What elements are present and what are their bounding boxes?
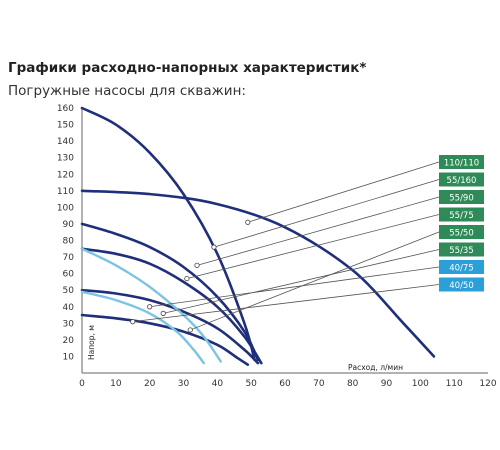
y-tick-label: 30 [63,319,75,329]
series-label: 55/50 [449,228,474,238]
series-marker [245,219,251,225]
x-tick-label: 60 [279,379,291,389]
x-axis-label: Расход, л/мин [348,363,403,372]
y-tick-label: 110 [57,187,74,197]
series-marker [130,319,136,325]
series-curve-55-50 [80,288,260,365]
chart-title: Графики расходно-напорных характеристик* [8,60,367,76]
x-tick-label: 0 [79,379,85,389]
axes: 0 10 20 30 40 50 60 70 80 90 100 110 120 10 20 30 40 50 60… [57,104,497,389]
x-tick-label: 50 [245,379,257,389]
series-label: 55/75 [449,211,474,221]
series-label-box [439,207,484,222]
leader-line [190,231,440,331]
series-curve-40-50 [80,290,205,365]
series-label-box [439,155,484,169]
series-label-box [439,225,484,239]
leader-lines [130,161,440,333]
y-tick-label: 100 [57,203,74,213]
y-tick-label: 120 [57,170,74,180]
x-tick-label: 100 [412,379,429,389]
y-tick-label: 80 [63,237,75,247]
series-marker [184,275,190,282]
leader-line [213,179,440,248]
series-curve-110-110 [80,189,436,358]
leader-line [186,214,440,279]
series-label: 55/35 [449,246,474,256]
leader-line [163,249,440,314]
series-marker [211,244,217,250]
y-tick-label: 60 [63,270,75,280]
x-tick-label: 70 [313,379,325,389]
series-curve-55-90 [80,222,260,362]
x-tick-label: 20 [144,379,156,389]
y-tick-label: 140 [57,137,74,147]
leader-line [196,196,440,266]
x-tick-label: 10 [110,379,122,389]
series-marker [194,262,200,268]
y-axis-label: Напор, м [87,325,96,360]
x-tick-label: 80 [347,379,359,389]
y-tick-label: 130 [57,154,74,164]
y-tick-label: 90 [63,220,75,230]
y-tick-label: 70 [63,253,75,263]
y-tick-label: 160 [57,104,74,114]
y-tick-label: 150 [57,121,74,131]
series-label: 55/160 [447,176,477,186]
chart-subtitle: Погружные насосы для скважин: [8,83,246,99]
series-label: 55/90 [449,193,474,203]
x-tick-label: 30 [178,379,190,389]
series-labels: 110/110 55/160 55/90 55/75 55/50 55/35 40/75 40… [439,155,484,292]
series-label-box [439,242,484,257]
series-label: 40/75 [449,263,474,273]
x-tick-label: 90 [381,379,393,389]
series-curve-40-75 [80,247,222,363]
y-tick-label: 50 [63,286,75,296]
series-label-box [439,260,484,274]
series-label-box [439,190,484,204]
series-label-box [439,277,484,292]
x-tick-label: 120 [479,379,496,389]
series-marker [187,327,193,333]
x-tick-label: 110 [446,379,463,389]
leader-line [247,161,440,223]
y-tick-label: 20 [63,336,75,346]
curves [80,106,436,366]
series-marker [147,304,153,310]
series-label-box [439,172,484,187]
y-tick-label: 10 [63,352,75,362]
series-label: 40/50 [449,281,474,291]
series-curve-55-75 [80,247,263,365]
series-marker [160,310,166,316]
leader-line [149,266,440,308]
series-label: 110/110 [444,158,479,168]
x-tick-label: 40 [212,379,224,389]
series-curve-55-160 [80,106,256,362]
y-tick-label: 40 [63,303,75,313]
leader-line [132,284,440,323]
series-curve-55-35 [80,313,250,366]
